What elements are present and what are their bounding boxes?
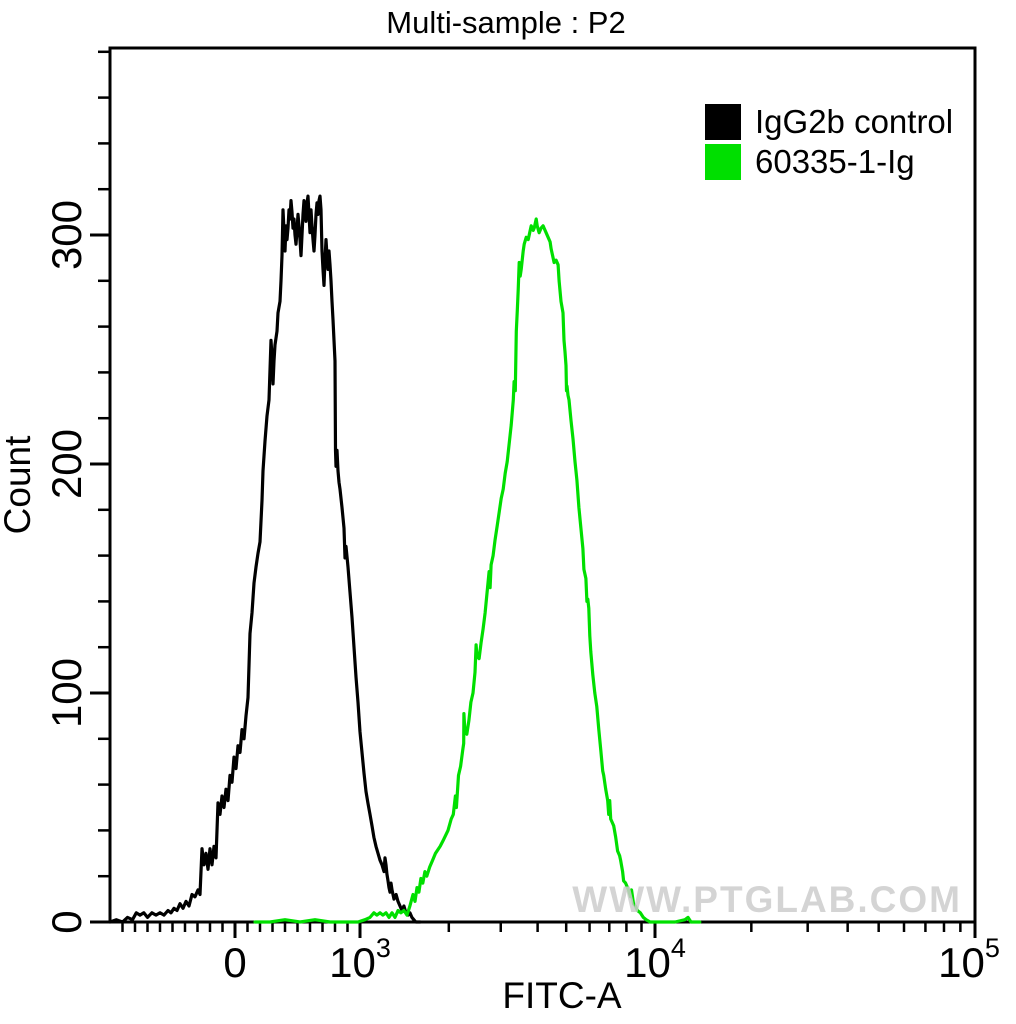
legend: IgG2b control 60335-1-Ig: [705, 103, 953, 183]
watermark: WWW.PTGLAB.COM: [572, 879, 962, 920]
x-axis-label: FITC-A: [502, 975, 622, 1016]
histogram-curve-igg2b-control: [108, 194, 422, 924]
legend-label: 60335-1-Ig: [755, 143, 915, 180]
legend-label: IgG2b control: [755, 103, 954, 140]
legend-row: IgG2b control: [705, 103, 953, 141]
x-tick-label: 104: [624, 933, 686, 986]
y-tick-label: 100: [43, 658, 90, 728]
y-tick-label: 0: [43, 910, 90, 933]
y-tick-label: 200: [43, 429, 90, 499]
plot-border: [108, 46, 977, 924]
y-axis-label: Count: [0, 435, 38, 534]
legend-row: 60335-1-Ig: [705, 143, 953, 181]
legend-swatch-0: [705, 104, 741, 140]
histogram-curve-60335-1-ig: [253, 217, 702, 924]
legend-swatch-1: [705, 144, 741, 180]
chart-title: Multi-sample : P2: [386, 5, 625, 40]
x-tick-label: 0: [223, 939, 246, 986]
x-tick-label: 103: [329, 933, 391, 986]
series-group: [108, 194, 702, 924]
y-tick-label: 300: [43, 200, 90, 270]
x-tick-label: 105: [938, 933, 1000, 986]
axes-group: 0 100 200 300 0 103 104 105: [43, 46, 1000, 986]
